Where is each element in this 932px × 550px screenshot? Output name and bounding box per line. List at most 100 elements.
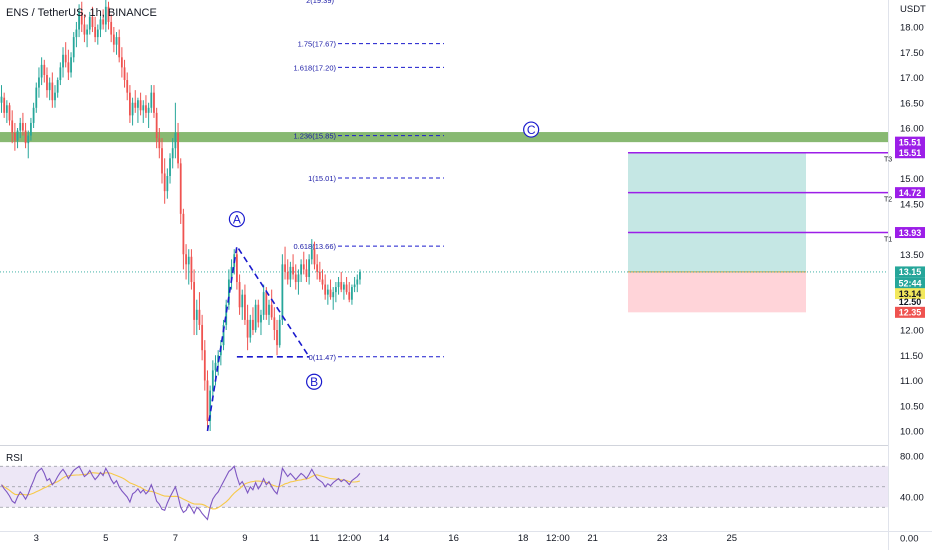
candle[interactable] <box>246 319 249 338</box>
candle[interactable] <box>241 294 244 308</box>
candle[interactable] <box>268 304 270 315</box>
resistance-zone[interactable] <box>0 132 888 143</box>
price-badge-target[interactable] <box>895 136 925 148</box>
candle[interactable] <box>155 112 158 139</box>
candle[interactable] <box>262 292 265 315</box>
candle[interactable] <box>112 34 115 45</box>
candle[interactable] <box>56 80 59 93</box>
candle[interactable] <box>96 29 99 38</box>
candle[interactable] <box>115 37 118 45</box>
candle[interactable] <box>302 264 305 270</box>
candle[interactable] <box>137 100 139 108</box>
candle[interactable] <box>54 92 56 101</box>
candle[interactable] <box>318 271 321 280</box>
candle[interactable] <box>265 292 268 315</box>
candle[interactable] <box>185 254 187 265</box>
candle[interactable] <box>289 266 292 280</box>
candle[interactable] <box>321 279 324 285</box>
price-badge-axis[interactable] <box>895 299 925 308</box>
candle[interactable] <box>340 282 343 290</box>
candle[interactable] <box>48 82 51 91</box>
candle[interactable] <box>334 287 337 293</box>
candle[interactable] <box>292 266 294 275</box>
candle[interactable] <box>209 390 212 421</box>
candle[interactable] <box>38 77 40 88</box>
candle[interactable] <box>324 284 327 295</box>
candle[interactable] <box>163 173 166 192</box>
candle[interactable] <box>337 282 340 288</box>
wave-label-circle-b[interactable] <box>306 373 323 390</box>
candle[interactable] <box>145 105 147 113</box>
candle[interactable] <box>313 249 316 265</box>
candle[interactable] <box>345 284 348 293</box>
candle[interactable] <box>359 271 361 280</box>
wave-label-circle-a[interactable] <box>228 211 245 228</box>
candle[interactable] <box>72 37 75 58</box>
candle[interactable] <box>0 96 3 103</box>
symbol-legend[interactable]: ENS / TetherUS, 1h, BINANCE <box>6 7 157 19</box>
candle[interactable] <box>190 256 193 283</box>
candle[interactable] <box>83 24 86 35</box>
candle[interactable] <box>343 284 345 290</box>
candle[interactable] <box>182 213 185 255</box>
candle[interactable] <box>236 254 238 283</box>
candle[interactable] <box>260 314 262 323</box>
candle[interactable] <box>11 120 14 134</box>
candle[interactable] <box>238 282 241 308</box>
candle[interactable] <box>99 19 102 30</box>
wave-path[interactable] <box>206 244 310 432</box>
candle[interactable] <box>211 370 214 391</box>
candle[interactable] <box>187 256 190 265</box>
candle[interactable] <box>351 287 353 300</box>
candle[interactable] <box>131 102 134 116</box>
candle[interactable] <box>32 107 35 123</box>
candle[interactable] <box>166 175 169 192</box>
candle[interactable] <box>230 266 233 280</box>
candle[interactable] <box>104 6 107 25</box>
candle[interactable] <box>225 304 228 325</box>
price-badge-stop[interactable] <box>895 306 925 318</box>
candle[interactable] <box>126 80 129 93</box>
candle[interactable] <box>30 122 32 136</box>
candle[interactable] <box>249 319 252 338</box>
candle[interactable] <box>123 67 126 81</box>
candle[interactable] <box>201 324 204 351</box>
candle[interactable] <box>139 100 142 111</box>
candle[interactable] <box>86 29 88 35</box>
candle[interactable] <box>35 87 38 108</box>
candle[interactable] <box>179 163 182 214</box>
candle[interactable] <box>193 282 195 320</box>
candle[interactable] <box>142 105 145 111</box>
candle[interactable] <box>174 133 177 149</box>
candle[interactable] <box>16 130 19 141</box>
candle[interactable] <box>326 289 329 295</box>
candle[interactable] <box>27 135 30 144</box>
candle[interactable] <box>206 380 209 421</box>
price-badge-bid[interactable] <box>895 288 925 300</box>
candle[interactable] <box>348 292 351 300</box>
candle[interactable] <box>153 92 155 113</box>
price-badge-timer[interactable] <box>895 277 925 289</box>
candle[interactable] <box>3 97 6 113</box>
loss-zone[interactable] <box>628 271 806 313</box>
candle[interactable] <box>305 269 308 277</box>
candle[interactable] <box>91 16 94 27</box>
rsi-legend[interactable]: RSI <box>6 453 23 464</box>
candle[interactable] <box>150 92 153 108</box>
candle[interactable] <box>332 292 335 298</box>
candle[interactable] <box>244 294 246 320</box>
candle[interactable] <box>252 319 254 330</box>
candle[interactable] <box>19 122 22 131</box>
candle[interactable] <box>284 264 286 272</box>
candle[interactable] <box>129 92 131 116</box>
price-badge-target[interactable] <box>895 147 925 159</box>
candle[interactable] <box>294 274 297 283</box>
candle[interactable] <box>110 21 113 35</box>
candle[interactable] <box>59 67 62 81</box>
rsi-line[interactable] <box>1 465 361 521</box>
candle[interactable] <box>80 11 83 25</box>
candle[interactable] <box>22 122 24 131</box>
candle[interactable] <box>198 309 201 325</box>
candle[interactable] <box>24 130 27 144</box>
candle[interactable] <box>297 274 300 283</box>
